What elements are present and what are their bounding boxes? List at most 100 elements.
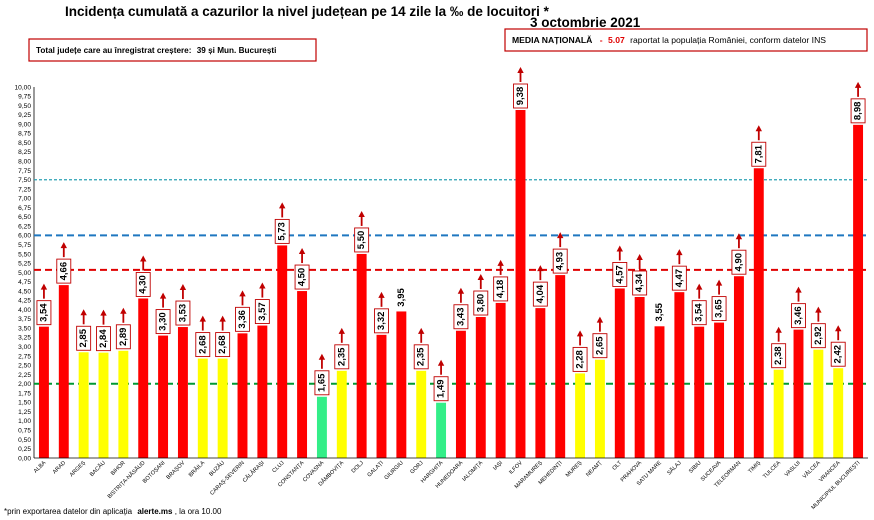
data-label: 4,34 [634, 273, 645, 292]
data-label-group: 2,42 [830, 325, 846, 367]
info-box-value: 39 și Mun. București [197, 46, 277, 55]
x-tick-label: GIURGIU [384, 460, 405, 481]
data-label-box [36, 300, 52, 326]
data-label: 2,38 [773, 346, 784, 365]
bar-giurgiu [396, 311, 407, 458]
trend-up-arrow-icon [477, 274, 484, 281]
x-tick-label: IAȘI [492, 460, 504, 472]
y-tick-label: 5,25 [18, 261, 31, 268]
data-label: 4,66 [58, 262, 69, 281]
bar-vaslui [793, 329, 804, 458]
data-label-box [552, 248, 568, 274]
bar-ilfov [515, 110, 526, 458]
data-label: 2,68 [217, 335, 228, 354]
y-axis: 0,00 0,25 0,50 0,75 1,00 1,25 1,50 1,75 2,00 2,25… [14, 84, 35, 462]
trend-up-arrow-icon [318, 353, 326, 360]
data-label: 2,89 [118, 328, 129, 347]
x-tick-label: TULCEA [762, 460, 782, 480]
footnote-prefix: *prin exportarea datelor din aplicația [4, 507, 133, 516]
data-label-group: 9,38 [513, 67, 528, 109]
trend-up-arrow-icon [755, 125, 762, 132]
trend-up-arrow-icon [517, 67, 524, 74]
data-label-group: 4,18 [493, 259, 509, 302]
bar-dolj [356, 253, 367, 458]
trend-up-arrow-icon [457, 287, 465, 294]
bar-timiș [753, 168, 764, 458]
footnote: *prin exportarea datelor din aplicația a… [4, 507, 222, 516]
data-label-group: 3,32 [374, 291, 389, 334]
bar-ialomița [475, 317, 486, 458]
y-tick-label: 7,00 [18, 196, 31, 203]
data-label-box [115, 324, 131, 350]
y-tick-label: 8,00 [18, 159, 31, 166]
y-tick-label: 5,00 [18, 270, 31, 277]
data-label-box [195, 332, 211, 358]
bar-constanța [297, 291, 308, 458]
trend-up-arrow-icon [418, 327, 425, 334]
data-label: 4,93 [555, 252, 566, 271]
bar-municipiul-bucurești [853, 124, 864, 458]
y-tick-label: 1,00 [18, 418, 31, 425]
y-tick-label: 1,25 [18, 409, 31, 416]
data-label: 2,28 [575, 350, 586, 369]
trend-up-arrow-icon [735, 233, 743, 240]
y-tick-label: 4,25 [18, 298, 31, 305]
x-tick-label: GORJ [409, 460, 424, 475]
bar-iași [495, 302, 506, 458]
data-label-box [374, 308, 389, 334]
data-label-group: 3,57 [254, 282, 270, 325]
y-tick-label: 9,75 [18, 94, 31, 101]
data-label: 1,49 [436, 379, 447, 398]
trend-up-arrow-icon [60, 242, 67, 249]
data-label-group: 7,81 [751, 125, 767, 167]
trend-up-arrow-icon [140, 255, 147, 262]
data-label-box [592, 333, 608, 359]
svg-text:MEDIA NAȚIONALĂ -: MEDIA NAȚIONALĂ - 5.07 raportat la popul… [512, 35, 826, 45]
data-label: 2,85 [78, 328, 89, 347]
data-label-group: 5,73 [274, 202, 290, 244]
bar-mureș [575, 373, 586, 458]
data-label-box [691, 300, 707, 326]
y-tick-label: 1,50 [18, 400, 31, 407]
trend-up-arrow-icon [576, 330, 584, 337]
data-label-group: 3,46 [791, 286, 806, 329]
data-label-group: 3,43 [453, 287, 469, 330]
bar-bihor [118, 350, 129, 458]
data-label-group: 3,36 [235, 290, 250, 332]
data-label-box [433, 376, 449, 402]
data-label-box [751, 141, 767, 167]
bar-neamț [594, 359, 605, 458]
trend-up-arrow-icon [358, 210, 365, 217]
bar-brăila [197, 358, 208, 458]
trend-up-arrow-icon [854, 81, 862, 88]
data-label-group: 3,54 [691, 283, 707, 326]
x-tick-label: MUREȘ [565, 460, 584, 479]
national-average-sep: - [600, 35, 603, 45]
data-label-group: 4,47 [671, 249, 687, 291]
data-label-group: 2,92 [810, 306, 826, 349]
x-tick-label: BACĂU [88, 459, 107, 478]
footnote-site: alerte.ms [137, 507, 173, 516]
data-label-group: 4,57 [612, 245, 628, 287]
x-tick-label: SIBIU [688, 460, 703, 475]
data-label-box [56, 258, 72, 284]
data-label: 4,90 [733, 253, 744, 272]
data-label: 7,81 [753, 144, 764, 163]
data-label-box [671, 265, 687, 291]
trend-up-arrow-icon [676, 249, 683, 256]
bar-satu-mare [654, 326, 665, 458]
y-tick-label: 3,75 [18, 316, 31, 323]
national-average-suffix: raportat la populația României, conform … [630, 35, 826, 45]
y-tick-label: 8,25 [18, 149, 31, 156]
trend-up-arrow-icon [259, 282, 266, 289]
x-tick-label: IALOMIȚA [461, 460, 484, 483]
data-label-group: 3,30 [155, 292, 171, 335]
y-tick-label: 9,00 [18, 121, 31, 128]
y-tick-label: 5,50 [18, 251, 31, 258]
data-label: 4,57 [614, 265, 625, 284]
y-tick-label: 9,50 [18, 103, 31, 110]
data-label: 1,65 [316, 373, 327, 392]
trend-up-arrow-icon [100, 309, 107, 316]
y-tick-label: 4,50 [18, 288, 31, 295]
x-tick-label: CARAȘ-SEVERIN [209, 460, 246, 497]
